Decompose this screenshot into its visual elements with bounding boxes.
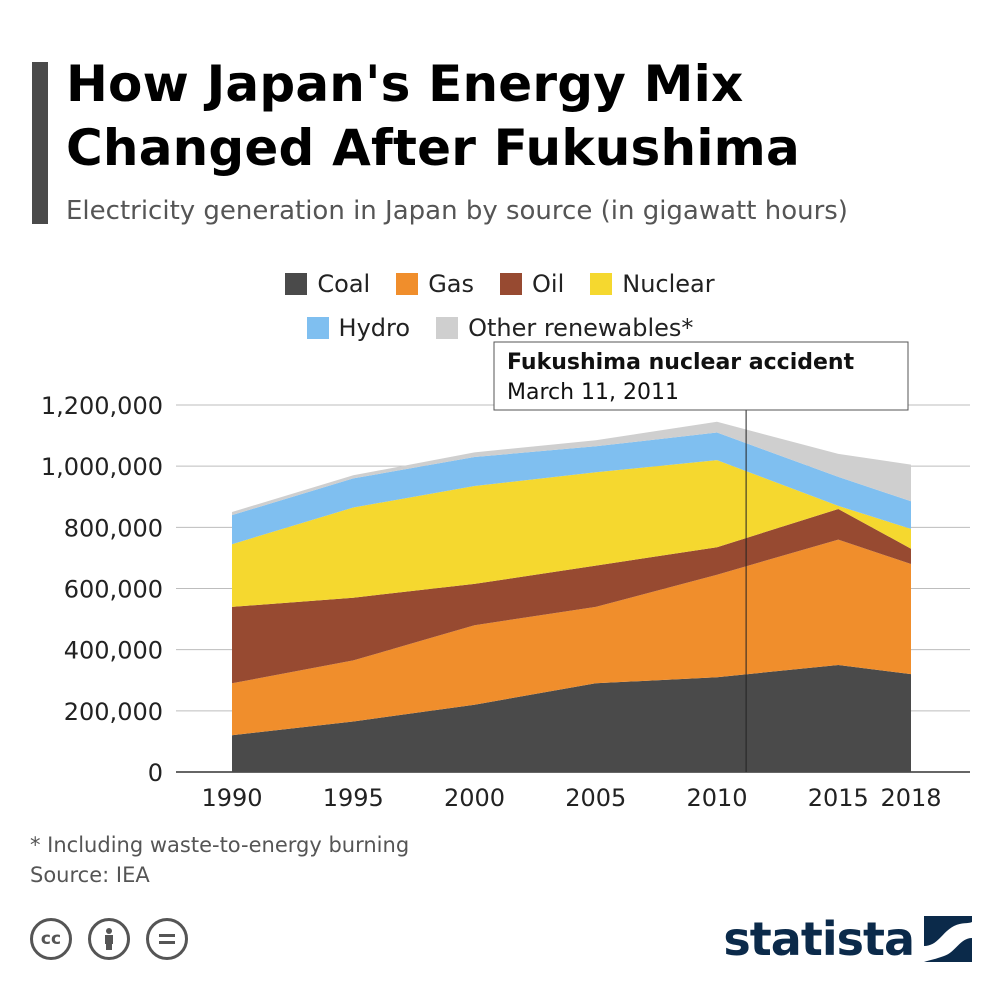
subtitle: Electricity generation in Japan by sourc…	[66, 196, 848, 226]
legend-swatch	[500, 273, 523, 295]
legend-swatch	[306, 317, 329, 339]
annotation-title: Fukushima nuclear accident	[507, 350, 855, 375]
legend-label: Gas	[428, 270, 475, 298]
legend-row-2: Hydro Other renewables*	[0, 306, 1000, 350]
statista-logo[interactable]: statista	[723, 912, 972, 966]
x-tick-label: 2005	[565, 784, 626, 812]
y-tick-label: 600,000	[64, 576, 163, 604]
legend-swatch	[285, 273, 308, 295]
title-accent-bar	[32, 62, 48, 224]
x-tick-label: 1990	[201, 784, 262, 812]
attribution-icon[interactable]	[88, 918, 130, 960]
legend-label: Hydro	[338, 314, 411, 342]
legend-item-coal: Coal	[285, 270, 370, 298]
annotation-date: March 11, 2011	[507, 380, 679, 405]
legend-item-gas: Gas	[396, 270, 474, 298]
legend-label: Oil	[532, 270, 565, 298]
legend-label: Nuclear	[622, 270, 715, 298]
y-tick-label: 200,000	[64, 698, 163, 726]
area-coal	[232, 665, 911, 772]
cc-icon[interactable]: cc	[30, 918, 72, 960]
legend-item-hydro: Hydro	[306, 314, 411, 342]
no-derivatives-icon[interactable]	[146, 918, 188, 960]
page-title: How Japan's Energy Mix Changed After Fuk…	[66, 52, 800, 180]
y-tick-label: 400,000	[64, 637, 163, 665]
area-hydro	[232, 432, 911, 545]
legend-swatch	[590, 273, 613, 295]
footnote-source: Source: IEA	[30, 863, 150, 887]
x-tick-label: 2018	[880, 784, 941, 812]
statista-mark-icon	[924, 916, 972, 962]
legend-swatch	[396, 273, 419, 295]
legend: Coal Gas Oil Nuclear Hydro Other renewables*	[0, 262, 1000, 350]
footnote-note: * Including waste-to-energy burning	[30, 833, 410, 857]
x-tick-label: 2000	[444, 784, 505, 812]
annotation-box	[493, 341, 909, 411]
legend-item-nuclear: Nuclear	[590, 270, 715, 298]
x-tick-label: 1995	[323, 784, 384, 812]
y-tick-label: 1,200,000	[41, 392, 163, 420]
y-tick-label: 800,000	[64, 514, 163, 542]
legend-label: Other renewables*	[468, 314, 694, 342]
legend-item-oil: Oil	[500, 270, 564, 298]
brand-name: statista	[723, 912, 915, 966]
y-tick-label: 0	[148, 759, 163, 787]
legend-item-other-renewables: Other renewables*	[436, 314, 693, 342]
x-tick-label: 2015	[808, 784, 869, 812]
license-icons: cc	[30, 918, 188, 960]
legend-swatch	[436, 317, 459, 339]
area-nuclear	[232, 460, 911, 607]
y-tick-label: 1,000,000	[41, 453, 163, 481]
footnote: * Including waste-to-energy burning Sour…	[30, 830, 409, 890]
area-gas	[232, 539, 911, 736]
legend-label: Coal	[317, 270, 371, 298]
area-oil	[232, 509, 911, 684]
title-line-1: How Japan's Energy Mix	[66, 55, 744, 113]
legend-row-1: Coal Gas Oil Nuclear	[0, 262, 1000, 306]
title-line-2: Changed After Fukushima	[66, 119, 800, 177]
x-tick-label: 2010	[686, 784, 747, 812]
